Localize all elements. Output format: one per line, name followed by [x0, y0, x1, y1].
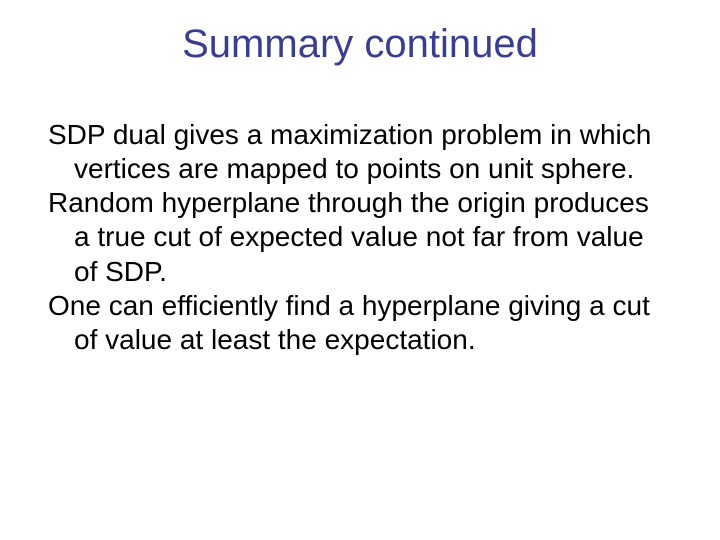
slide-title: Summary continued	[0, 22, 720, 67]
paragraph: Random hyperplane through the origin pro…	[48, 186, 672, 288]
slide: Summary continued SDP dual gives a maxim…	[0, 0, 720, 540]
paragraph: One can efficiently find a hyperplane gi…	[48, 289, 672, 357]
slide-body: SDP dual gives a maximization problem in…	[48, 118, 672, 357]
paragraph: SDP dual gives a maximization problem in…	[48, 118, 672, 186]
